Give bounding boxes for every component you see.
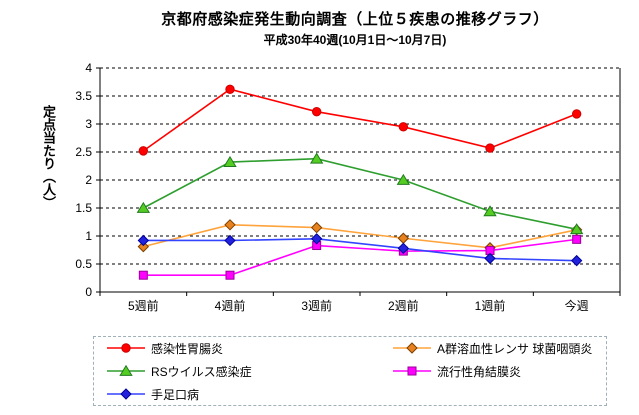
series-marker-circle: [225, 84, 235, 94]
x-axis-category-label: 2週前: [388, 298, 419, 313]
y-axis-tick-label: 1: [85, 229, 92, 243]
series-marker-diamond: [397, 242, 410, 255]
y-axis-tick-label: 1.5: [75, 201, 92, 215]
legend-item: 感染性胃腸炎: [106, 338, 392, 358]
series-marker-triangle: [136, 201, 151, 213]
series-marker-diamond: [224, 234, 236, 247]
series-marker-circle: [485, 143, 495, 153]
series-marker-square: [407, 366, 417, 376]
series-marker-diamond: [224, 219, 236, 231]
series-line: [143, 237, 577, 262]
line-chart-canvas: 0 0.5 1 1.5 2 2.5 3 3.5 4 5週前 4週前 3週前 2週前 1週前 今週: [75, 61, 621, 313]
series-marker-diamond: [310, 233, 323, 245]
series-marker-triangle: [396, 173, 411, 185]
chart-subtitle: 平成30年40週(10月1日～10月7日): [263, 33, 447, 47]
legend-label: RSウイルス感染症: [151, 364, 252, 379]
series-marker-circle: [571, 109, 582, 119]
series-line: [142, 88, 577, 152]
legend-triangle-marker-icon: [107, 365, 145, 376]
series-line: [143, 238, 577, 277]
y-axis-tick-label: 3.5: [75, 89, 92, 103]
x-axis-category-label: 4週前: [215, 298, 246, 313]
series-marker-diamond: [310, 221, 323, 234]
series-marker-square: [138, 270, 148, 280]
legend-diamond-marker-icon: [393, 342, 431, 354]
y-axis-tick-label: 0.5: [75, 257, 92, 271]
series-marker-triangle: [309, 152, 324, 164]
legend-square-marker-icon: [393, 366, 431, 376]
y-axis-tick-label: 2.5: [75, 145, 92, 159]
series-marker-square: [225, 270, 235, 280]
series-marker-circle: [121, 343, 131, 353]
series-marker-triangle: [119, 365, 133, 376]
series-marker-diamond: [570, 254, 583, 267]
series-marker-diamond: [406, 342, 418, 354]
legend-item: A群溶血性レンサ 球菌咽頭炎: [392, 338, 606, 358]
series-line: [143, 223, 577, 249]
series-marker-triangle: [569, 223, 584, 235]
series-marker-circle: [398, 122, 409, 132]
series-marker-diamond: [397, 232, 410, 244]
legend-label: 感染性胃腸炎: [151, 341, 224, 356]
series-marker-diamond: [137, 234, 150, 247]
chart-title: 京都府感染症発生動向調査（上位５疾患の推移グラフ）: [161, 11, 549, 28]
series-line: [142, 157, 577, 231]
series-marker-triangle: [483, 205, 497, 217]
legend-diamond-marker-icon: [107, 388, 145, 400]
legend-circle-marker-icon: [107, 343, 145, 353]
y-axis-tick-label: 3: [85, 117, 92, 131]
y-axis-tick-label: 2: [85, 173, 92, 187]
series-marker-diamond: [137, 240, 150, 253]
y-axis-title: 定点当たり（人）: [41, 105, 56, 209]
chart-legend: 感染性胃腸炎 A群溶血性レンサ 球菌咽頭炎 RSウイルス感染症 流行性角結膜炎手足口病: [93, 336, 607, 406]
y-axis-tick-label: 0: [85, 285, 92, 299]
series-marker-diamond: [120, 388, 132, 400]
series-marker-triangle: [223, 155, 237, 167]
series-marker-circle: [138, 146, 149, 156]
x-axis-category-label: 今週: [565, 298, 589, 313]
legend-label: 流行性角結膜炎: [437, 364, 522, 379]
series-marker-diamond: [484, 252, 496, 265]
series-marker-circle: [311, 106, 322, 117]
x-axis-category-label: 3週前: [301, 298, 332, 313]
legend-item: RSウイルス感染症: [106, 361, 392, 381]
y-axis-tick-label: 4: [85, 61, 92, 75]
legend-label: 手足口病: [151, 387, 200, 402]
x-axis-category-label: 5週前: [128, 298, 159, 313]
legend-item: 手足口病: [106, 384, 392, 404]
legend-label: A群溶血性レンサ 球菌咽頭炎: [437, 341, 593, 356]
x-axis-category-label: 1週前: [475, 298, 506, 313]
legend-item: 流行性角結膜炎: [392, 361, 606, 381]
series-marker-square: [572, 234, 582, 244]
